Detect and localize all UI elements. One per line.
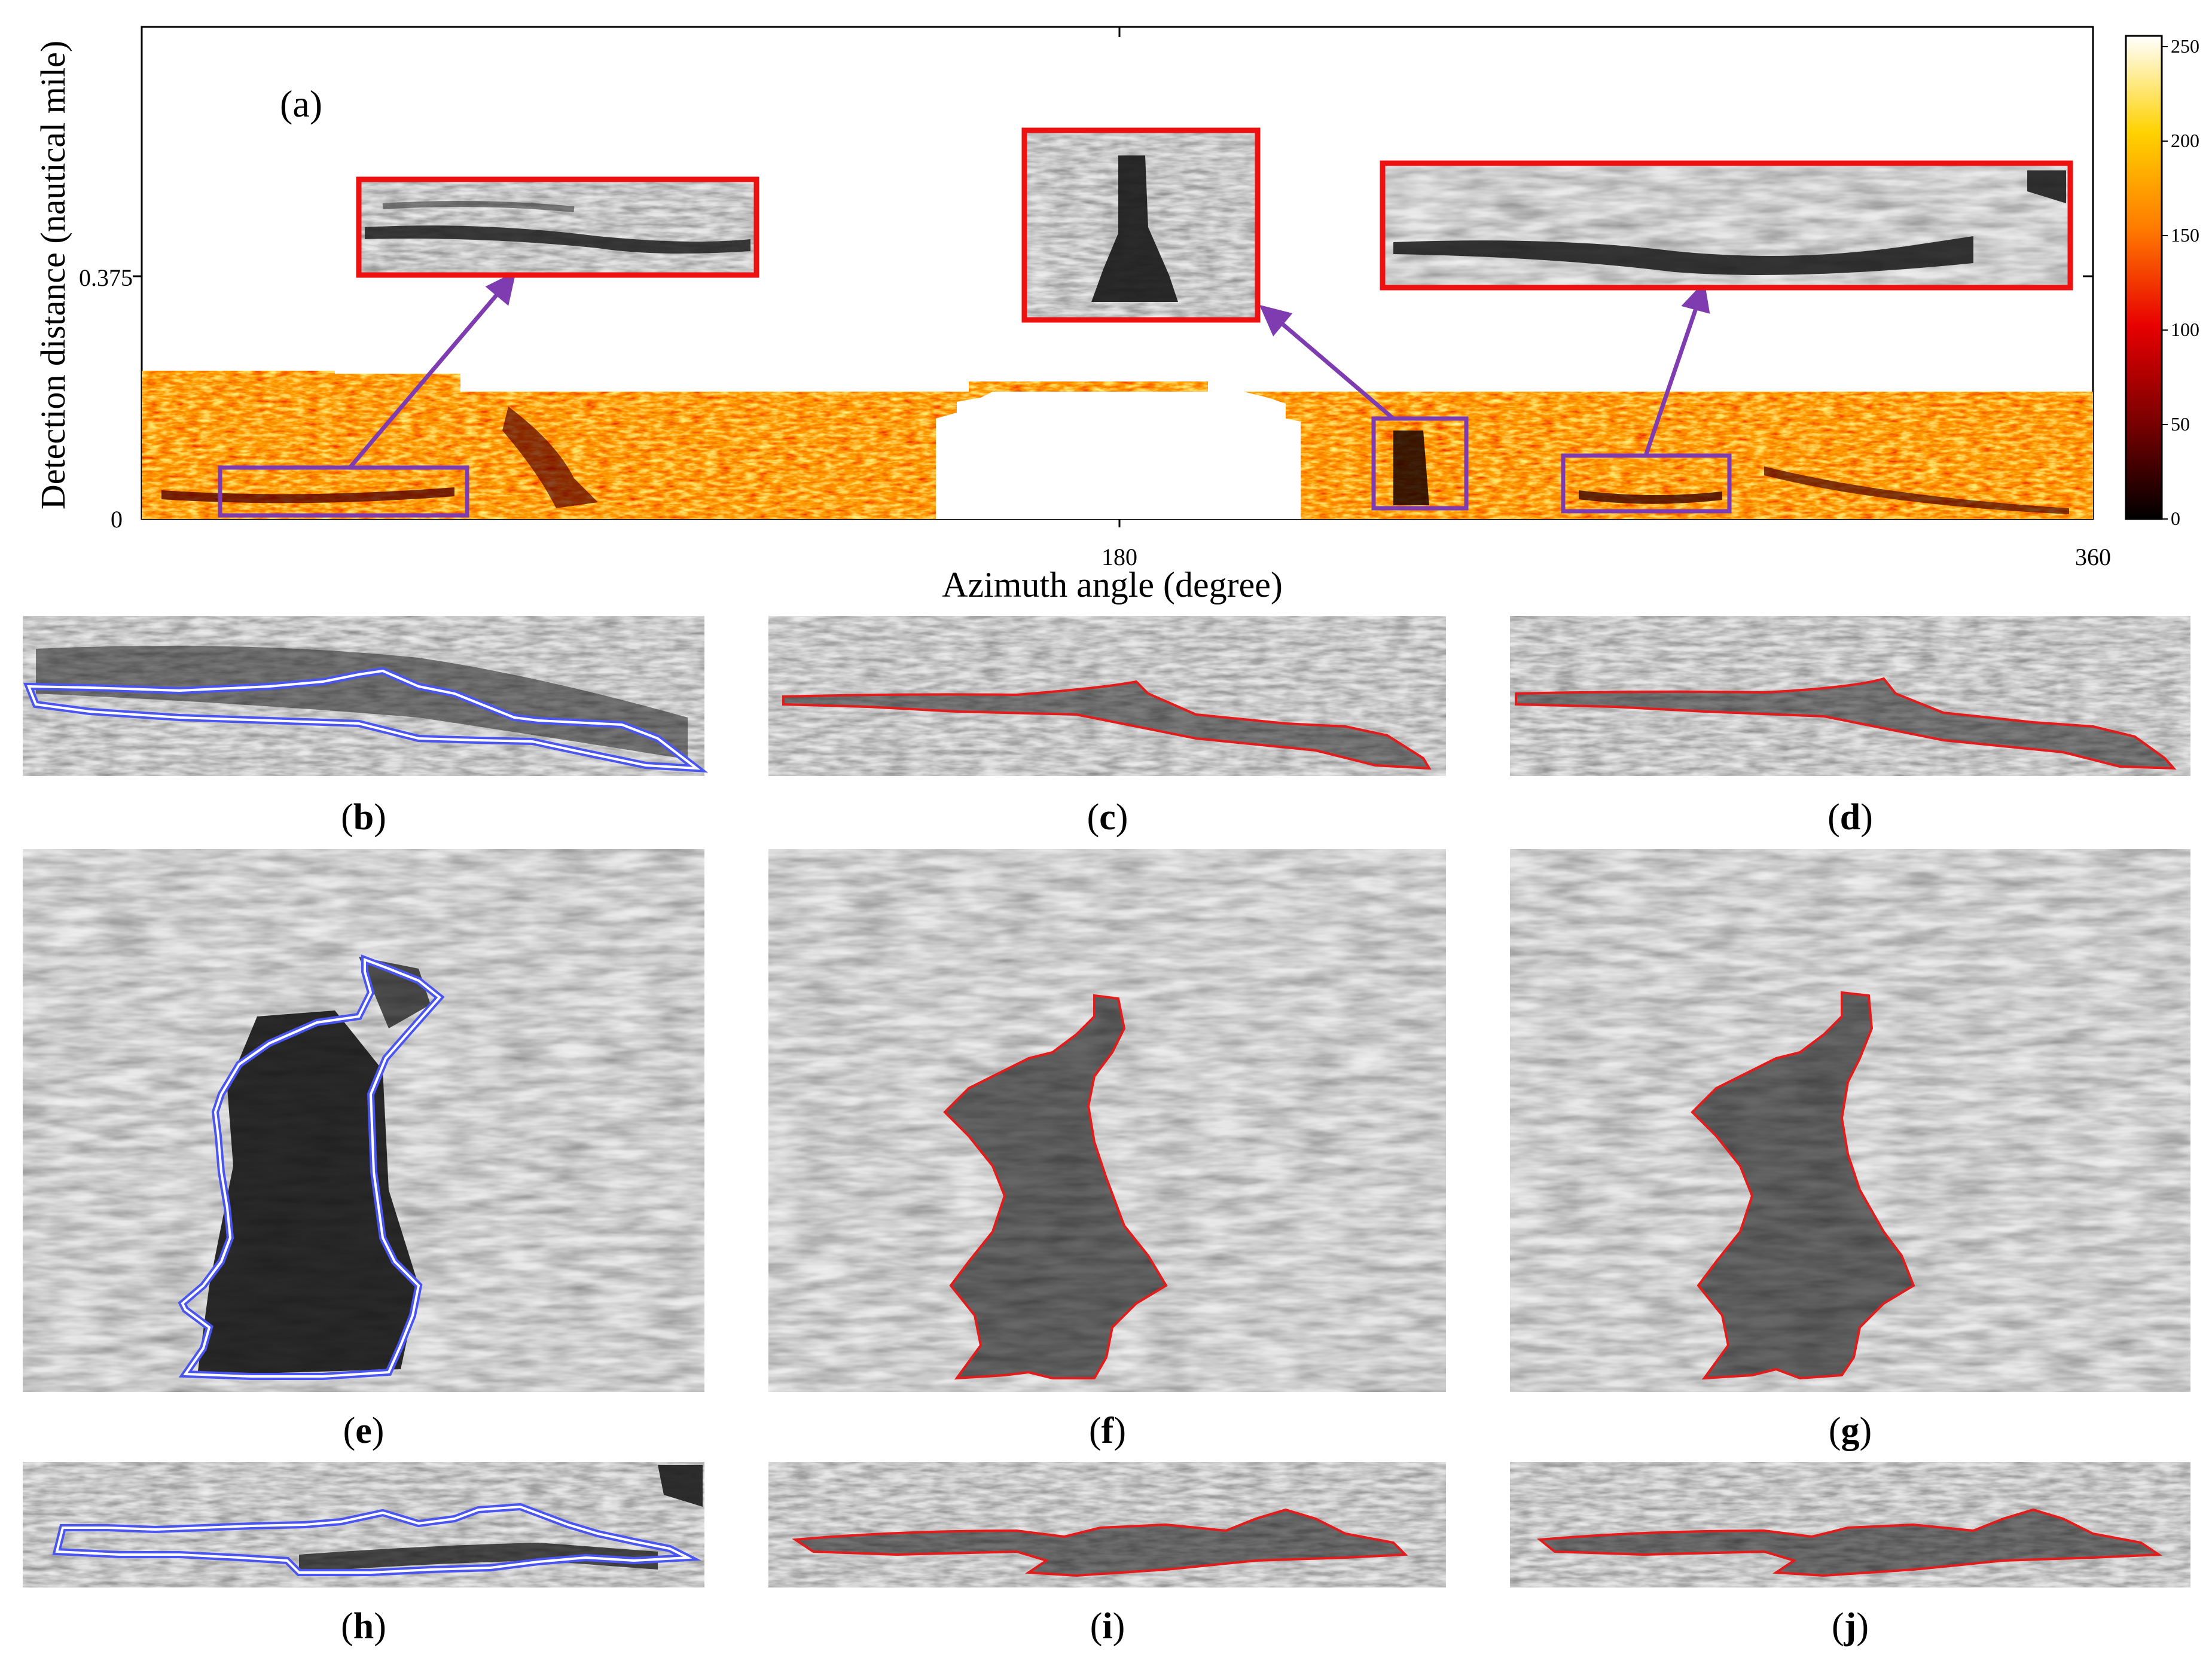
annotation-box-1	[218, 465, 469, 518]
subpanel-label-d: (d)	[1827, 797, 1873, 838]
subpanel-j	[1510, 1462, 2190, 1587]
subpanel-h	[23, 1462, 704, 1587]
panel-a-label: (a)	[280, 83, 322, 125]
subpanel-g	[1510, 849, 2190, 1392]
subpanel-f	[768, 849, 1446, 1392]
subpanel-label-f: (f)	[1089, 1411, 1126, 1451]
panel-a: (a) Detection distance (nautical mile) A…	[33, 26, 2199, 605]
colorbar-tick-200: 200	[2171, 130, 2199, 151]
colorbar-tick-50: 50	[2171, 413, 2190, 435]
subpanel-label-b: (b)	[341, 797, 386, 838]
colorbar-tick-150: 150	[2171, 224, 2199, 246]
blind-zone	[936, 392, 1301, 519]
inset-3	[1380, 160, 2073, 291]
subpanel-label-c: (c)	[1087, 797, 1128, 838]
auto-contour-d	[1515, 677, 2177, 770]
subpanel-e	[23, 849, 704, 1392]
inset-2	[1021, 127, 1261, 323]
subpanel-label-j: (j)	[1832, 1606, 1869, 1647]
x-tick-180: 180	[1102, 544, 1137, 570]
colorbar: 0 50 100 150 200 250	[2125, 35, 2199, 529]
subpanel-i	[768, 1462, 1446, 1587]
inset-1	[356, 176, 759, 278]
x-tick-360: 360	[2075, 544, 2111, 570]
auto-contour-c	[782, 680, 1432, 770]
subpanel-d	[1510, 616, 2190, 776]
colorbar-tick-250: 250	[2171, 35, 2199, 57]
subpanel-label-g: (g)	[1828, 1411, 1872, 1451]
subpanel-label-i: (i)	[1090, 1606, 1125, 1647]
colorbar-tick-0: 0	[2171, 508, 2180, 529]
subpanel-b	[23, 616, 709, 776]
y-tick-0375: 0.375	[79, 264, 133, 291]
auto-contour-j	[1536, 1508, 2163, 1577]
y-axis-label: Detection distance (nautical mile)	[33, 41, 72, 509]
sonar-heatmap-strip	[142, 371, 2093, 519]
auto-contour-f	[943, 994, 1168, 1380]
auto-contour-i	[792, 1508, 1408, 1577]
subpanel-label-h: (h)	[341, 1606, 386, 1647]
subpanel-c	[768, 616, 1446, 776]
auto-contour-g	[1691, 991, 1915, 1380]
annotation-box-2	[1371, 416, 1469, 511]
subpanel-label-e: (e)	[343, 1411, 385, 1451]
annotation-arrows	[348, 271, 1710, 469]
x-axis-label: Azimuth angle (degree)	[942, 565, 1283, 605]
colorbar-tick-100: 100	[2171, 319, 2199, 340]
y-tick-0: 0	[111, 506, 123, 533]
